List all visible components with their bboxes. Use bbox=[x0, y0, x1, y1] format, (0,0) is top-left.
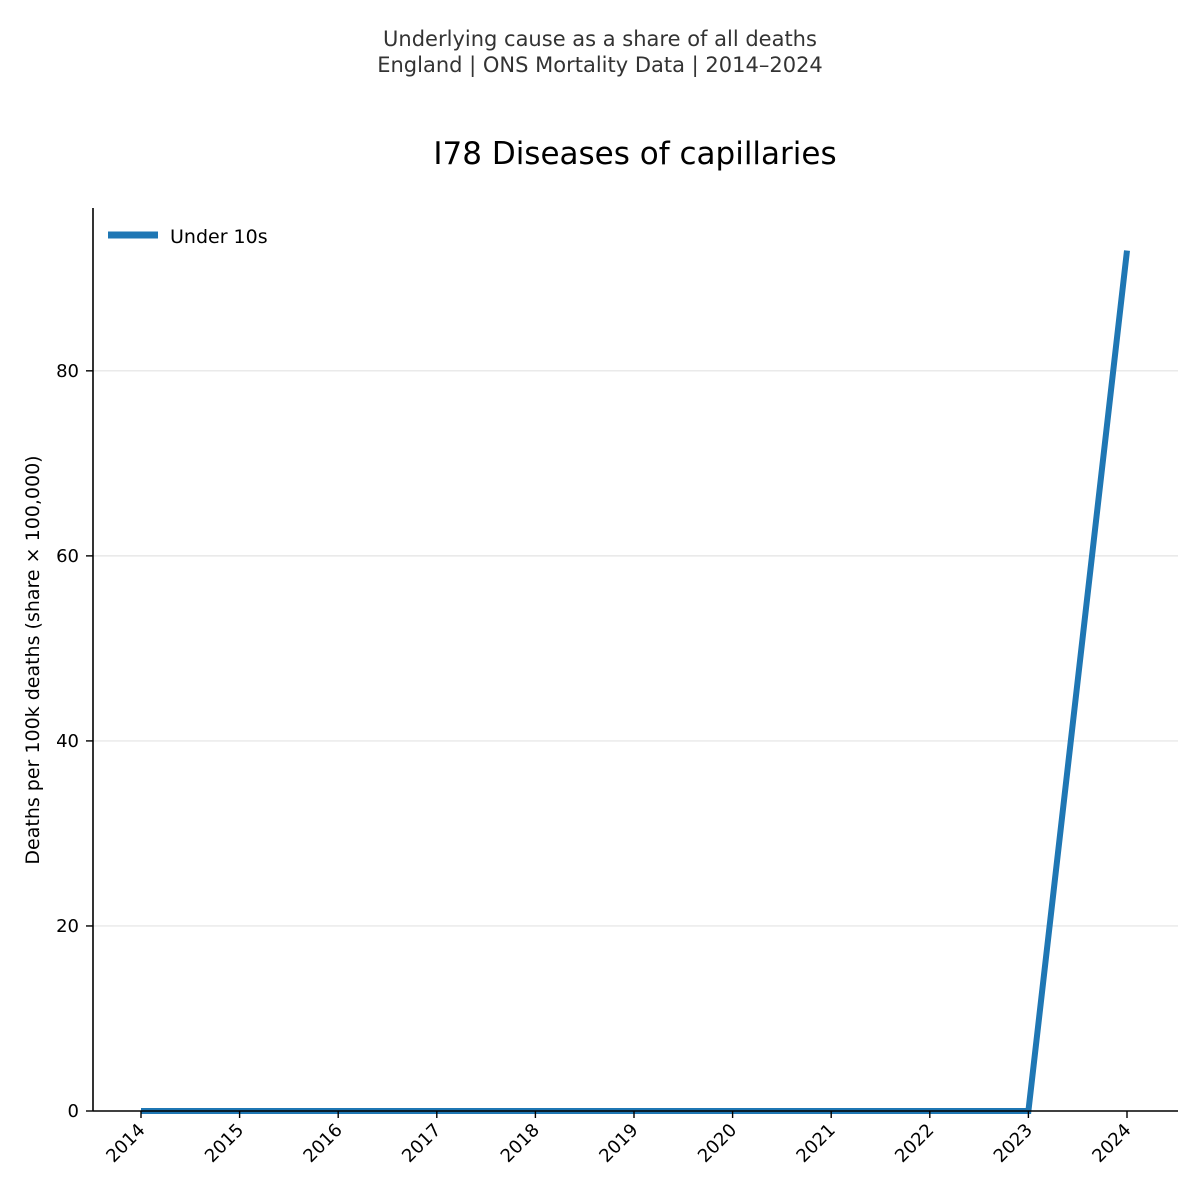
x-tick-label-2021: 2021 bbox=[792, 1120, 839, 1167]
x-tick-label-2022: 2022 bbox=[891, 1120, 938, 1167]
series-lines bbox=[141, 250, 1130, 1114]
legend-label-under-10s: Under 10s bbox=[170, 226, 268, 248]
x-tick-label-2023: 2023 bbox=[990, 1120, 1037, 1167]
series-line-under-10s bbox=[141, 250, 1130, 1114]
y-tick-label-60: 60 bbox=[56, 546, 79, 567]
x-tick-label-2024: 2024 bbox=[1088, 1120, 1135, 1167]
x-tick-label-2014: 2014 bbox=[102, 1120, 149, 1167]
x-tick-label-2018: 2018 bbox=[497, 1120, 544, 1167]
x-axis-ticks: 2014 2015 2016 2017 2018 2019 2020 2021 2022 2023… bbox=[102, 1111, 1136, 1167]
figure-suptitle: Underlying cause as a share of all death… bbox=[0, 26, 1200, 78]
x-tick-label-2016: 2016 bbox=[299, 1120, 346, 1167]
axes bbox=[92, 208, 1178, 1112]
x-tick-label-2015: 2015 bbox=[201, 1120, 248, 1167]
suptitle-line-1: Underlying cause as a share of all death… bbox=[383, 27, 817, 51]
x-tick-label-2020: 2020 bbox=[694, 1120, 741, 1167]
x-tick-label-2017: 2017 bbox=[398, 1120, 445, 1167]
y-tick-label-0: 0 bbox=[68, 1101, 79, 1122]
gridlines bbox=[93, 370, 1178, 927]
y-tick-label-40: 40 bbox=[56, 731, 79, 752]
x-tick-label-2019: 2019 bbox=[595, 1120, 642, 1167]
legend: Under 10s bbox=[108, 226, 268, 248]
chart-title: I78 Diseases of capillaries bbox=[433, 136, 837, 172]
y-axis-label: Deaths per 100k deaths (share × 100,000) bbox=[22, 455, 44, 864]
y-tick-label-80: 80 bbox=[56, 361, 79, 382]
y-tick-label-20: 20 bbox=[56, 916, 79, 937]
y-axis-ticks: 0 20 40 60 80 bbox=[56, 361, 93, 1122]
suptitle-line-2: England | ONS Mortality Data | 2014–2024 bbox=[377, 53, 823, 77]
